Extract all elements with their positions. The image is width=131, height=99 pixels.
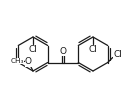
Text: Cl: Cl <box>89 44 97 53</box>
Text: CH₃: CH₃ <box>10 58 24 64</box>
Text: Cl: Cl <box>113 50 122 59</box>
Text: O: O <box>59 47 67 56</box>
Text: Cl: Cl <box>29 44 37 53</box>
Text: O: O <box>24 58 31 67</box>
